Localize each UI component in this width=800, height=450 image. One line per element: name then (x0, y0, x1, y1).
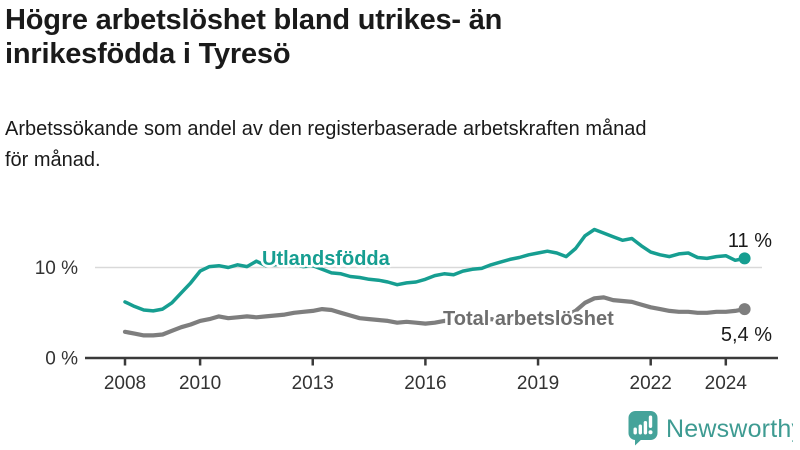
chart-title-line1: Högre arbetslöshet bland utrikes- än (5, 4, 503, 36)
newsworthy-logo: Newsworthy (628, 411, 793, 446)
bar-chart-speech-bubble-icon (628, 411, 658, 446)
chart-subtitle-line2: för månad. (5, 149, 101, 171)
series-line-0 (123, 227, 747, 313)
x-tick-label-2010: 2010 (179, 373, 221, 394)
y-axis-label-10: 10 % (35, 258, 78, 279)
series-label-1: Total arbetslöshet (443, 308, 614, 330)
x-tick-label-2016: 2016 (404, 373, 446, 394)
logo-wordmark: Newsworthy (666, 415, 793, 443)
x-tick-label-2013: 2013 (292, 373, 334, 394)
series-end-dot-1 (738, 303, 751, 316)
x-tick-label-2008: 2008 (104, 373, 146, 394)
y-axis-label-0: 0 % (45, 349, 78, 370)
series-end-dot-0 (738, 252, 751, 265)
line-chart: 10 % 0 % 2008 2010 2013 2016 2019 2022 2024 Utlan… (35, 227, 778, 394)
x-tick-label-2022: 2022 (630, 373, 672, 394)
series-label-0: Utlandsfödda (262, 248, 391, 270)
series-end-value-0: 11 % (728, 230, 772, 252)
chart-title-line2: inrikesfödda i Tyresö (5, 38, 291, 70)
chart-title: Högre arbetslöshet bland utrikes- än inr… (5, 3, 502, 71)
chart-subtitle: Arbetssökande som andel av den registerb… (5, 114, 647, 176)
series-line-1 (122, 295, 747, 338)
x-tick-label-2019: 2019 (517, 373, 559, 394)
series-end-value-1: 5,4 % (721, 324, 772, 346)
chart-subtitle-line1: Arbetssökande som andel av den registerb… (5, 118, 647, 140)
x-tick-label-2024: 2024 (705, 373, 748, 394)
